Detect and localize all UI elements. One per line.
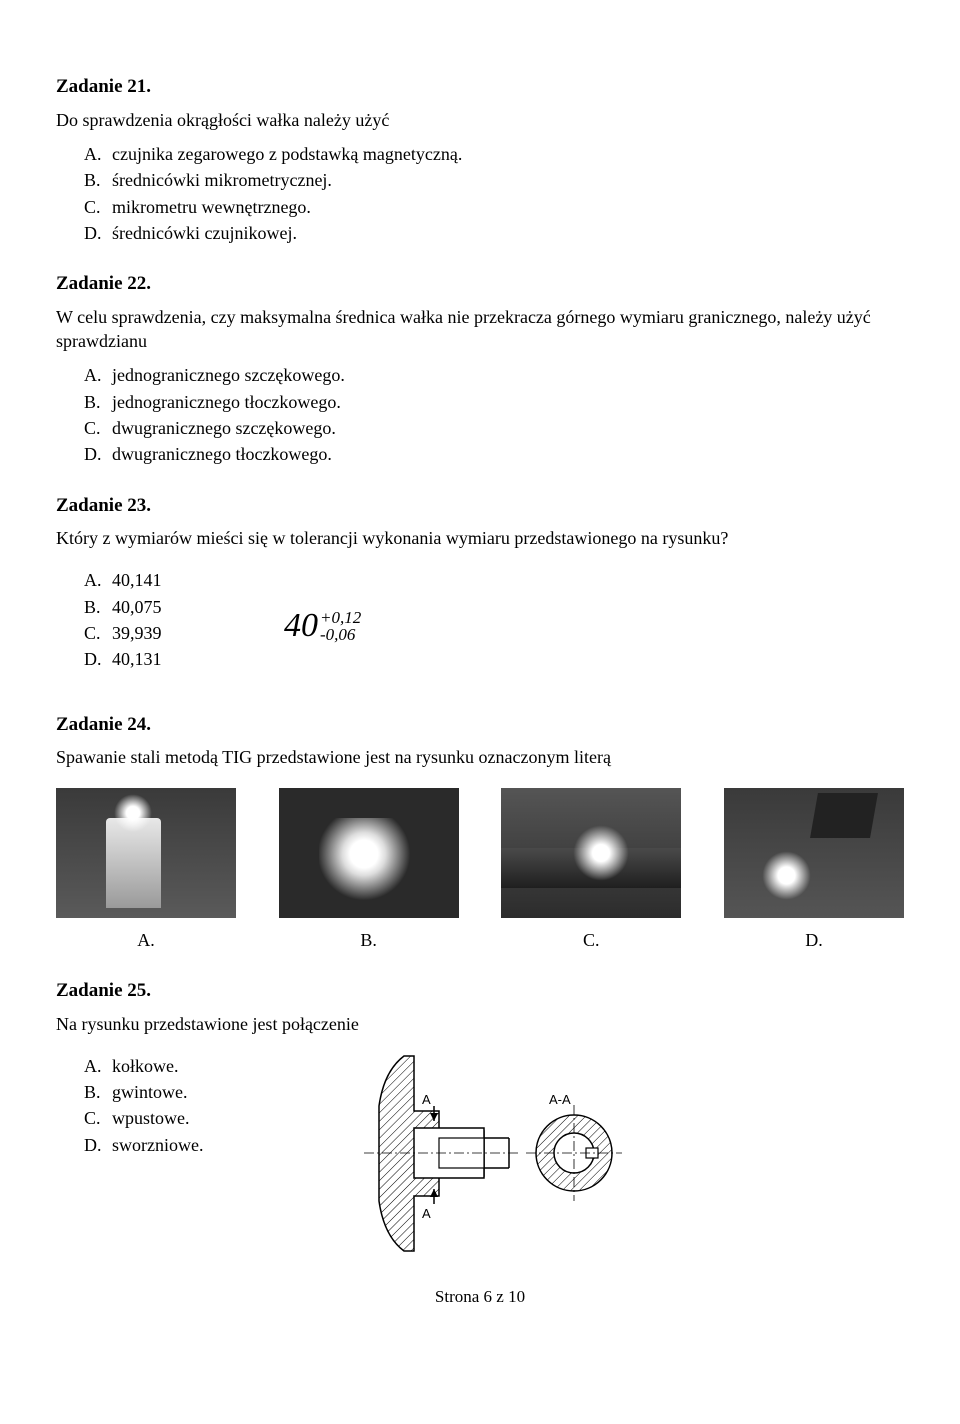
answer-row: A.czujnika zegarowego z podstawką magnet… xyxy=(84,142,904,166)
task-23-question: Który z wymiarów mieści się w tolerancji… xyxy=(56,526,904,550)
task-23-title: Zadanie 23. xyxy=(56,493,904,519)
answer-text: 40,131 xyxy=(112,647,162,671)
answer-letter: C. xyxy=(84,416,112,440)
answer-text: mikrometru wewnętrznego. xyxy=(112,195,311,219)
answer-letter: A. xyxy=(84,363,112,387)
answer-row: A.40,141 xyxy=(84,568,284,592)
answer-row: D.dwugranicznego tłoczkowego. xyxy=(84,442,904,466)
answer-row: C.dwugranicznego szczękowego. xyxy=(84,416,904,440)
answer-letter: C. xyxy=(84,621,112,645)
answer-letter: B. xyxy=(84,168,112,192)
answer-row: B.40,075 xyxy=(84,595,284,619)
page-footer: Strona 6 z 10 xyxy=(56,1286,904,1309)
answer-letter: D. xyxy=(84,1133,112,1157)
welding-label: B. xyxy=(279,928,459,952)
answer-text: 40,141 xyxy=(112,568,162,592)
answer-letter: C. xyxy=(84,195,112,219)
answer-text: jednogranicznego szczękowego. xyxy=(112,363,345,387)
welding-label: A. xyxy=(56,928,236,952)
tolerance-base: 40 xyxy=(284,612,318,639)
answer-row: A.jednogranicznego szczękowego. xyxy=(84,363,904,387)
task-21-answers: A.czujnika zegarowego z podstawką magnet… xyxy=(84,142,904,245)
answer-row: A.kołkowe. xyxy=(84,1054,284,1078)
answer-text: kołkowe. xyxy=(112,1054,179,1078)
answer-row: C.wpustowe. xyxy=(84,1106,284,1130)
answer-letter: A. xyxy=(84,568,112,592)
answer-text: gwintowe. xyxy=(112,1080,188,1104)
answer-row: B.gwintowe. xyxy=(84,1080,284,1104)
tolerance-lower: -0,06 xyxy=(320,626,361,643)
answer-row: D.średnicówki czujnikowej. xyxy=(84,221,904,245)
answer-row: D.sworzniowe. xyxy=(84,1133,284,1157)
answer-row: B.jednogranicznego tłoczkowego. xyxy=(84,390,904,414)
task-25-drawing: A A A-A xyxy=(344,1046,644,1256)
section-view-label: A-A xyxy=(549,1092,571,1107)
section-label-top: A xyxy=(422,1092,431,1107)
answer-letter: D. xyxy=(84,221,112,245)
welding-image-a xyxy=(56,788,236,918)
answer-row: B.średnicówki mikrometrycznej. xyxy=(84,168,904,192)
task-24-title: Zadanie 24. xyxy=(56,712,904,738)
tolerance-upper: +0,12 xyxy=(320,609,361,626)
welding-label: C. xyxy=(501,928,681,952)
task-22-title: Zadanie 22. xyxy=(56,271,904,297)
answer-letter: A. xyxy=(84,1054,112,1078)
answer-text: dwugranicznego tłoczkowego. xyxy=(112,442,332,466)
welding-image-c xyxy=(501,788,681,918)
answer-text: jednogranicznego tłoczkowego. xyxy=(112,390,341,414)
welding-label: D. xyxy=(724,928,904,952)
answer-letter: B. xyxy=(84,1080,112,1104)
task-22-question: W celu sprawdzenia, czy maksymalna średn… xyxy=(56,305,904,354)
answer-row: C.39,939 xyxy=(84,621,284,645)
task-25-answers: A.kołkowe. B.gwintowe. C.wpustowe. D.swo… xyxy=(84,1052,284,1159)
answer-text: czujnika zegarowego z podstawką magnetyc… xyxy=(112,142,462,166)
answer-letter: B. xyxy=(84,595,112,619)
task-23-answers: A.40,141 B.40,075 C.39,939 D.40,131 xyxy=(84,566,284,673)
answer-letter: D. xyxy=(84,442,112,466)
tolerance-dimension: 40 +0,12 -0,06 xyxy=(284,566,361,685)
answer-text: wpustowe. xyxy=(112,1106,190,1130)
answer-letter: A. xyxy=(84,142,112,166)
answer-letter: B. xyxy=(84,390,112,414)
answer-letter: C. xyxy=(84,1106,112,1130)
answer-text: dwugranicznego szczękowego. xyxy=(112,416,336,440)
task-22-answers: A.jednogranicznego szczękowego. B.jednog… xyxy=(84,363,904,466)
welding-images-row xyxy=(56,788,904,918)
welding-image-b xyxy=(279,788,459,918)
task-25-question: Na rysunku przedstawione jest połączenie xyxy=(56,1012,904,1036)
answer-letter: D. xyxy=(84,647,112,671)
task-21-title: Zadanie 21. xyxy=(56,74,904,100)
section-label-bottom: A xyxy=(422,1206,431,1221)
answer-text: 40,075 xyxy=(112,595,162,619)
task-25-title: Zadanie 25. xyxy=(56,978,904,1004)
task-24-question: Spawanie stali metodą TIG przedstawione … xyxy=(56,745,904,769)
welding-labels-row: A. B. C. D. xyxy=(56,928,904,952)
answer-text: sworzniowe. xyxy=(112,1133,203,1157)
answer-text: średnicówki czujnikowej. xyxy=(112,221,297,245)
answer-text: średnicówki mikrometrycznej. xyxy=(112,168,332,192)
task-21-question: Do sprawdzenia okrągłości wałka należy u… xyxy=(56,108,904,132)
welding-image-d xyxy=(724,788,904,918)
answer-row: C.mikrometru wewnętrznego. xyxy=(84,195,904,219)
answer-text: 39,939 xyxy=(112,621,162,645)
answer-row: D.40,131 xyxy=(84,647,284,671)
